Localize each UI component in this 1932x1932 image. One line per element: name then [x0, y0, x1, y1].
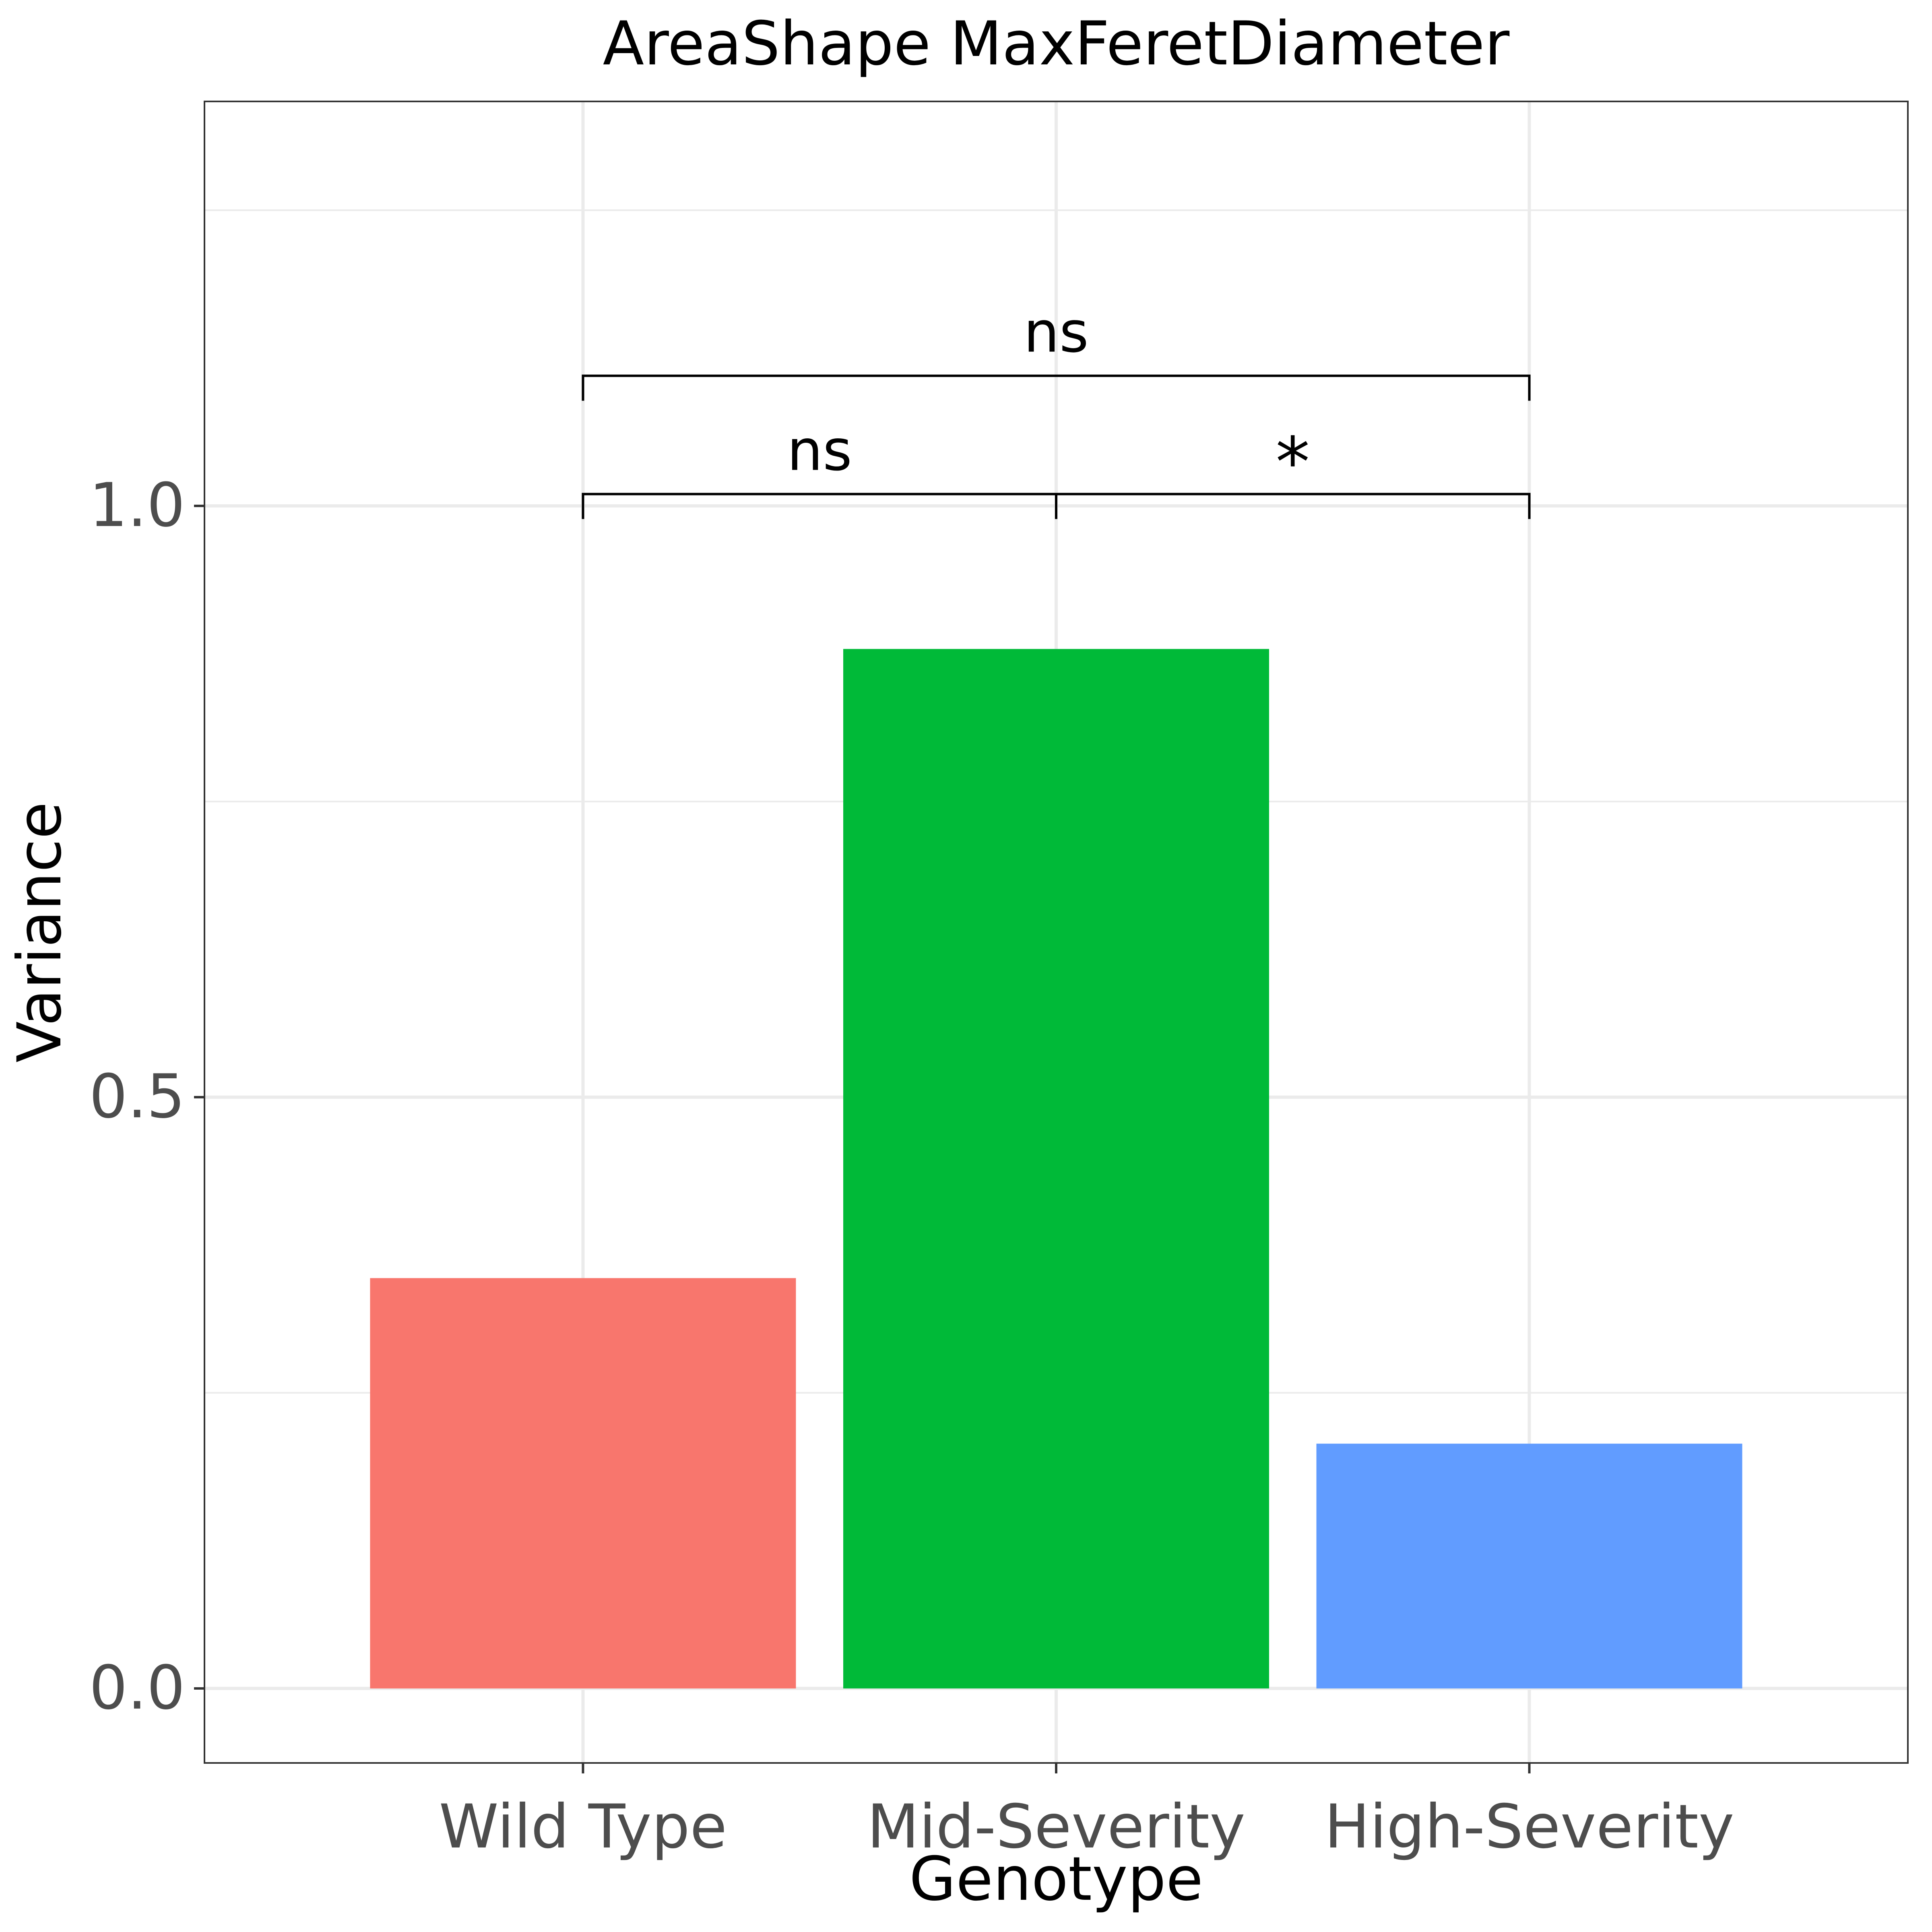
x-tick-label: Wild Type — [439, 1792, 727, 1862]
y-tick-label: 0.0 — [89, 1653, 185, 1723]
x-axis-label: Genotype — [909, 1844, 1203, 1914]
y-axis-label: Variance — [5, 802, 75, 1063]
chart-title: AreaShape MaxFeretDiameter — [603, 9, 1510, 79]
x-tick-label: High-Severity — [1324, 1792, 1734, 1862]
bar-mid-severity — [843, 649, 1269, 1688]
significance-label: ns — [1024, 300, 1089, 365]
x-axis: Wild Type Mid-Severity High-Severity — [439, 1763, 1734, 1862]
y-tick-label: 1.0 — [89, 471, 185, 541]
x-tick-label: Mid-Severity — [867, 1792, 1245, 1862]
significance-label: * — [1276, 423, 1310, 502]
bars — [370, 649, 1742, 1688]
y-axis: 0.0 0.5 1.0 — [89, 471, 204, 1723]
significance-label: ns — [787, 418, 852, 483]
bar-high-severity — [1316, 1443, 1742, 1688]
significance-brackets: ns * ns — [582, 300, 1531, 519]
significance-bracket — [582, 374, 1531, 401]
bar-wild-type — [370, 1278, 796, 1688]
y-tick-label: 0.5 — [89, 1062, 185, 1132]
significance-bracket — [1055, 493, 1531, 519]
